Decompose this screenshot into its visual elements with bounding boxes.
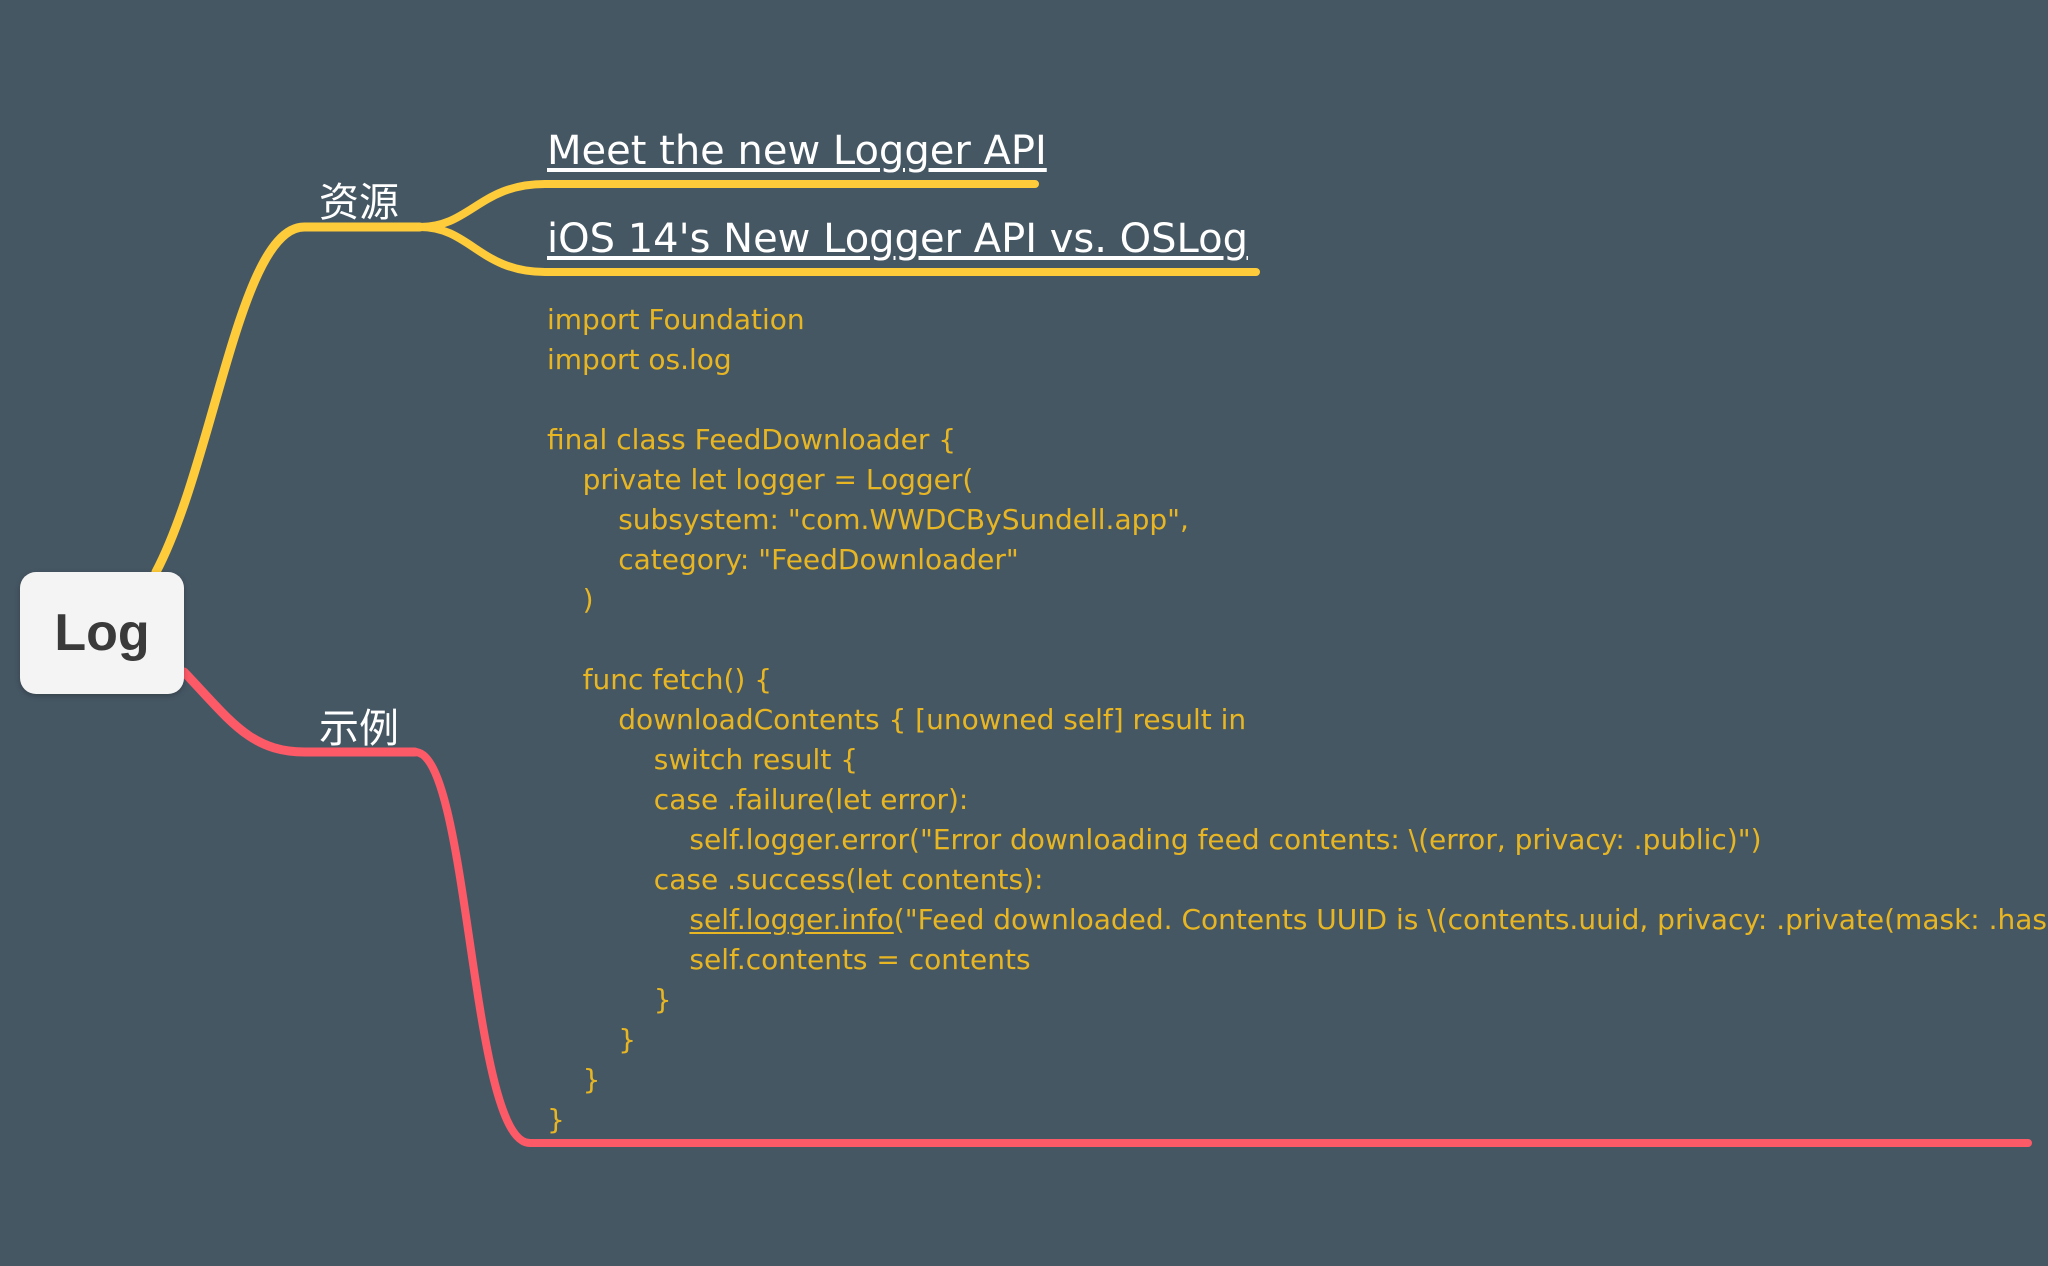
code-line: } (547, 1103, 565, 1136)
code-line: subsystem: "com.WWDCBySundell.app", (547, 503, 1189, 536)
code-line: case .failure(let error): (547, 783, 969, 816)
code-line: func fetch() { (547, 663, 773, 696)
code-line: import Foundation (547, 303, 805, 336)
code-line (547, 620, 2048, 660)
code-line (547, 380, 2048, 420)
root-node[interactable]: Log (20, 572, 184, 694)
code-line: } (547, 1023, 637, 1056)
code-line: category: "FeedDownloader" (547, 543, 1019, 576)
code-line: self.contents = contents (547, 943, 1031, 976)
code-line: final class FeedDownloader { (547, 423, 957, 456)
code-line: ) (547, 583, 594, 616)
connector-resources (151, 222, 425, 577)
connector-example (179, 667, 420, 757)
connector-code (411, 748, 2032, 1147)
code-line: } (547, 1063, 601, 1096)
code-snippet: import Foundation import os.log final clas… (547, 300, 2048, 1140)
code-line: downloadContents { [unowned self] result… (547, 703, 1247, 736)
code-line: self.logger.info("Feed downloaded. Conte… (689, 903, 2048, 936)
code-link-logger-info[interactable]: self.logger.info (689, 903, 894, 936)
code-line: private let logger = Logger( (547, 463, 974, 496)
code-line: case .success(let contents): (547, 863, 1044, 896)
connector-link-2 (416, 223, 1260, 276)
code-line: import os.log (547, 343, 732, 376)
branch-label-resources[interactable]: 资源 (319, 180, 399, 226)
link-meet-new-logger-api[interactable]: Meet the new Logger API (547, 128, 1047, 174)
link-ios14-logger-vs-oslog[interactable]: iOS 14's New Logger API vs. OSLog (547, 216, 1248, 262)
code-line: } (547, 983, 672, 1016)
code-line: switch result { (547, 743, 859, 776)
code-line: self.logger.error("Error downloading fee… (547, 823, 1762, 856)
branch-label-example[interactable]: 示例 (319, 706, 399, 752)
